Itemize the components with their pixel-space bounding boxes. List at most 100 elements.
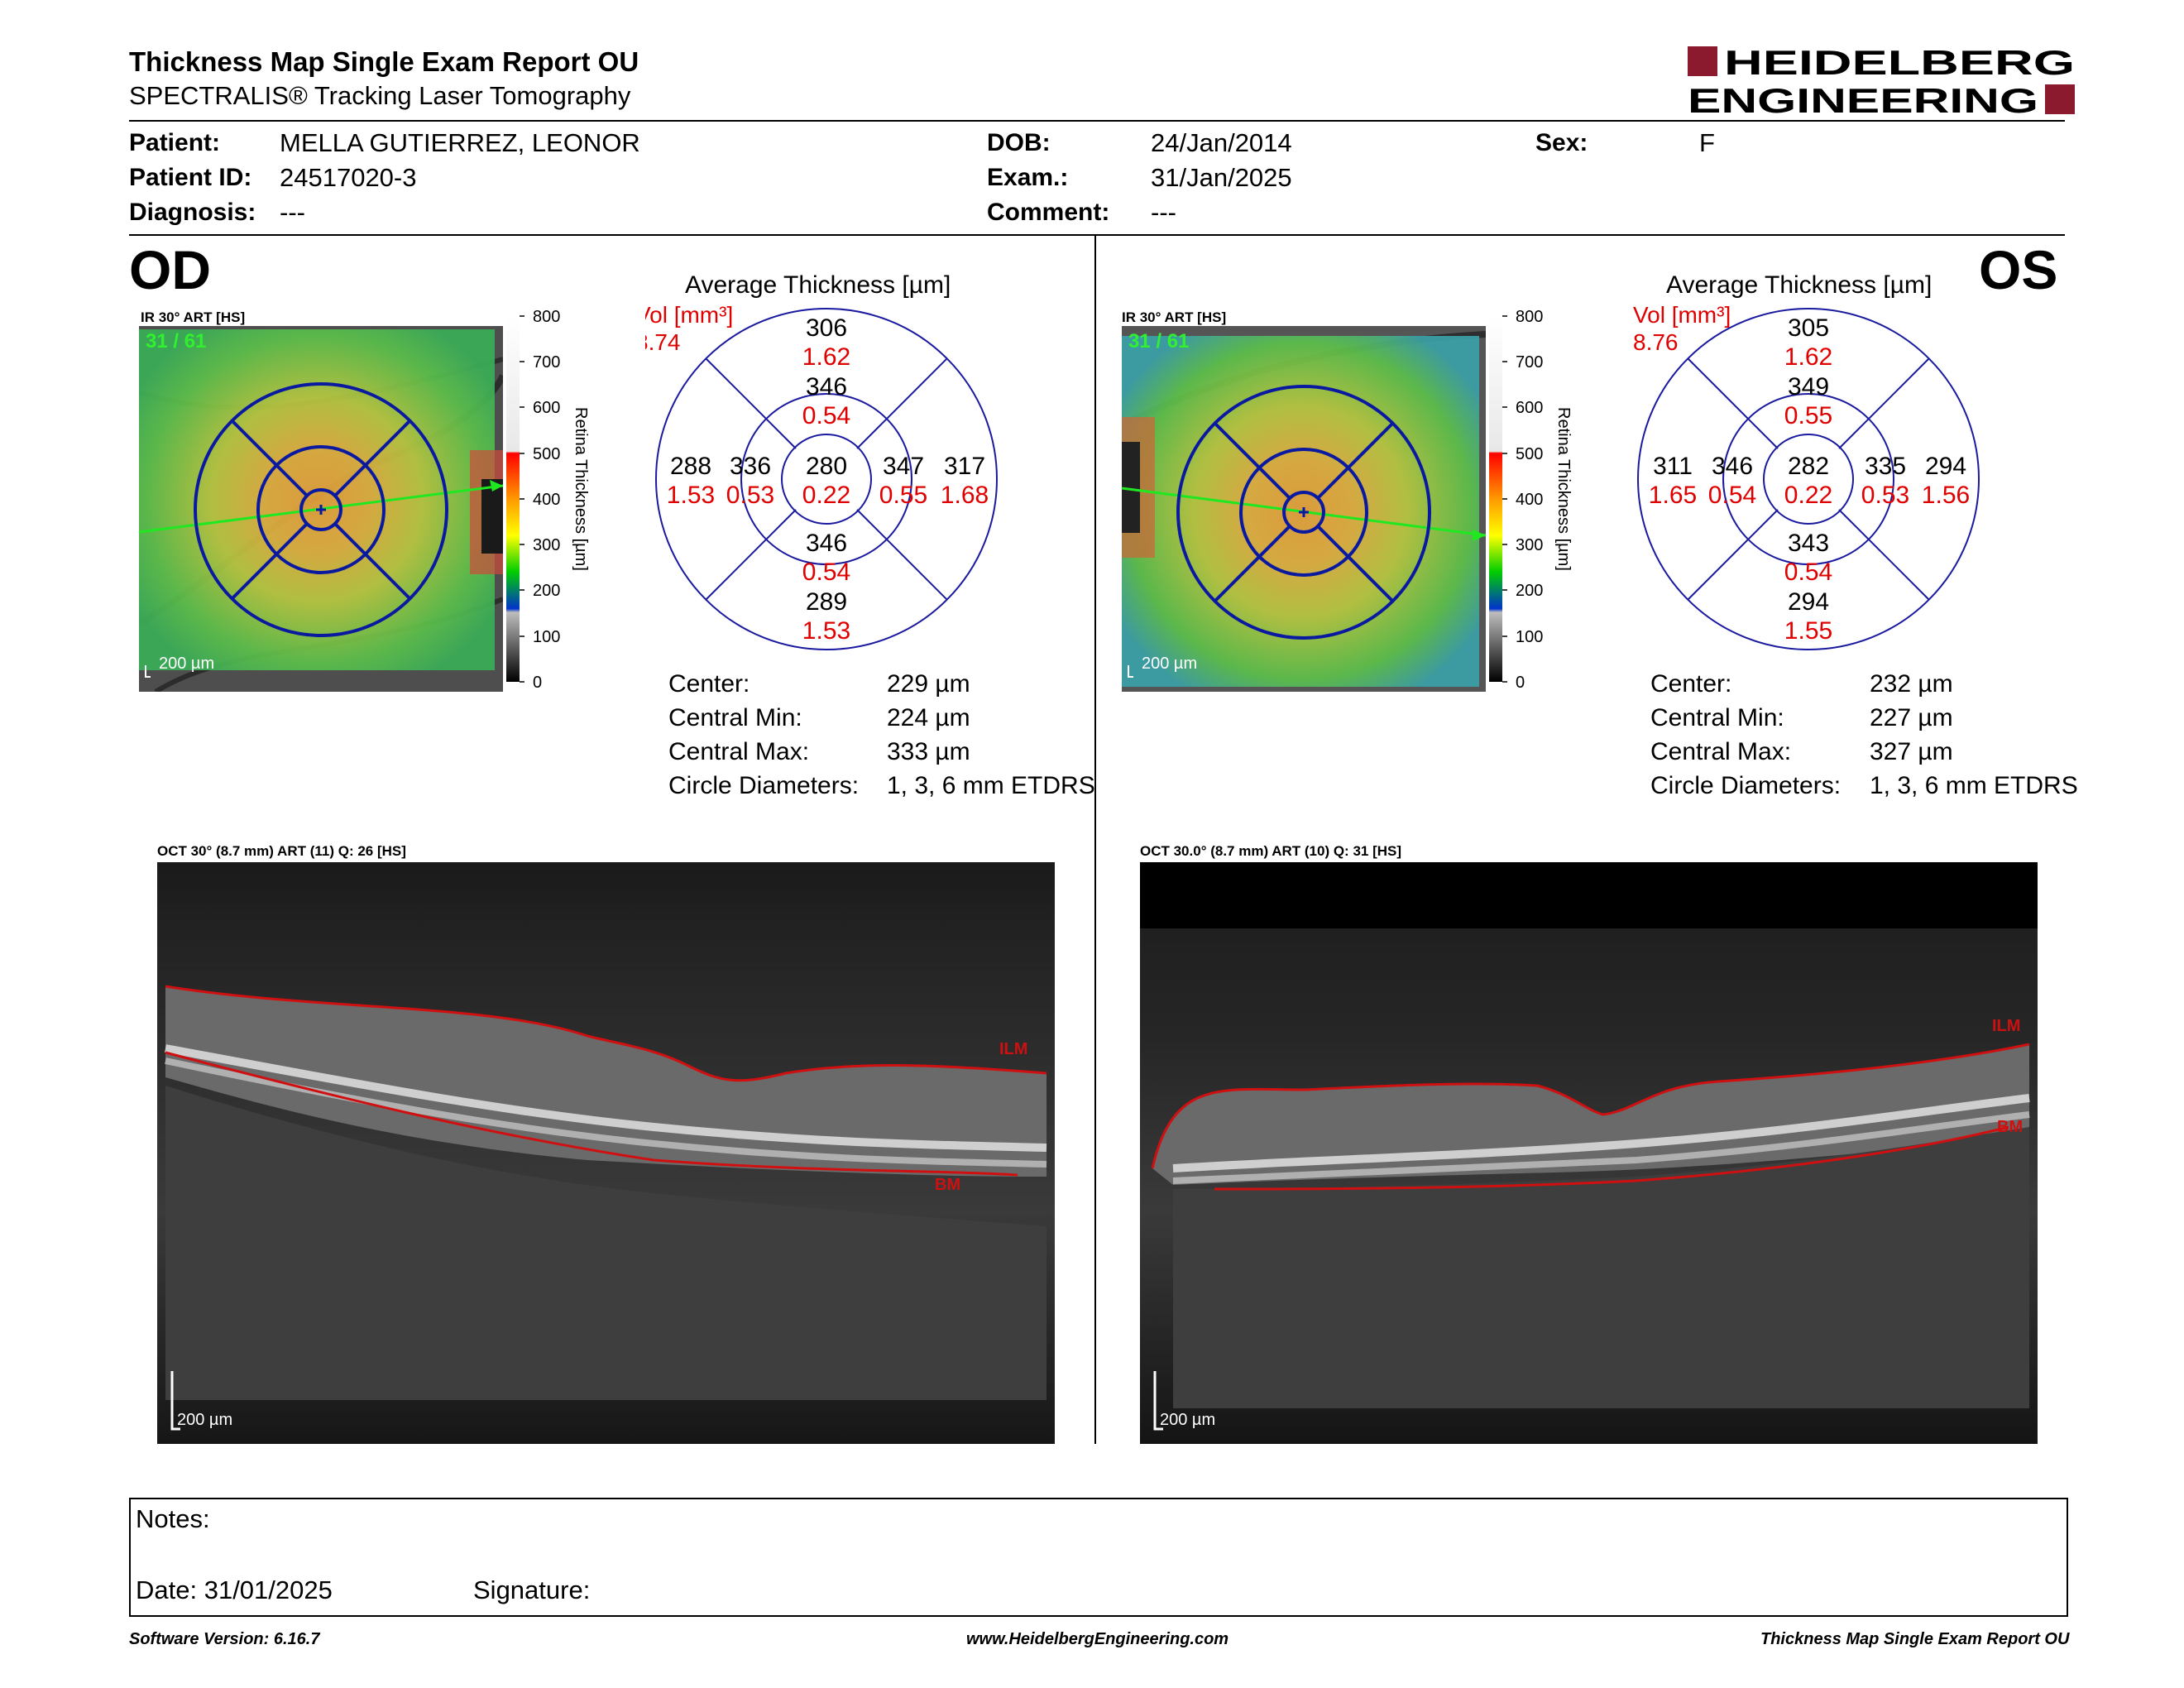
os-cbar-tick: 200 — [1516, 582, 1543, 600]
od-stat-label: Central Max: — [668, 738, 810, 765]
os-ir-title: IR 30° ART [HS] — [1122, 309, 1227, 325]
notes-box[interactable]: Notes: Date: 31/01/2025 Signature: — [129, 1498, 2068, 1617]
od-colorbar: 800 700 600 500 400 300 200 100 0 Retina… — [506, 308, 590, 692]
heidelberg-logo: HEIDELBERG ENGINEERING — [1688, 45, 2075, 116]
exam-value: 31/Jan/2025 — [1151, 163, 1292, 192]
logo-line2: ENGINEERING — [1688, 81, 2038, 116]
od-cbar-tick: 800 — [533, 308, 560, 326]
report-subtitle: SPECTRALIS® Tracking Laser Tomography — [129, 81, 631, 110]
od-cbar-tick: 600 — [533, 399, 560, 417]
os-outer-sup-thickness: 305 — [1788, 314, 1829, 342]
os-ilm-label: ILM — [1992, 1017, 2020, 1035]
os-cbar-label: Retina Thickness [µm] — [1554, 407, 1573, 571]
footer-version: Software Version: 6.16.7 — [129, 1630, 320, 1648]
os-inner-sup-thickness: 349 — [1788, 373, 1829, 400]
od-outer-inf-volume: 1.53 — [802, 617, 850, 645]
os-frame-counter: 31 / 61 — [1128, 330, 1189, 352]
os-inner-sup-volume: 0.55 — [1784, 402, 1832, 429]
os-outer-left-thickness: 311 — [1653, 453, 1693, 480]
os-vol-value: 8.76 — [1633, 329, 1679, 355]
od-cbar-tick: 400 — [533, 491, 560, 509]
os-center-thickness: 282 — [1788, 453, 1829, 480]
eye-divider — [1094, 236, 1096, 1444]
od-inner-sup-volume: 0.54 — [802, 402, 850, 429]
exam-label: Exam.: — [987, 164, 1069, 191]
od-fundus-scale: 200 µm — [159, 655, 214, 673]
os-stat-value: 227 µm — [1870, 704, 1953, 731]
os-cbar-tick: 500 — [1516, 445, 1543, 463]
od-ilm-label: ILM — [999, 1040, 1027, 1058]
os-outer-left-volume: 1.65 — [1649, 482, 1697, 509]
footer-url[interactable]: www.HeidelbergEngineering.com — [966, 1630, 1229, 1648]
os-cbar-tick: 700 — [1516, 353, 1543, 372]
od-cbar-label: Retina Thickness [µm] — [572, 407, 590, 571]
os-stat-value: 232 µm — [1870, 670, 1953, 698]
od-outer-sup-thickness: 306 — [806, 314, 847, 342]
diagnosis-label: Diagnosis: — [129, 199, 256, 226]
od-inner-left-thickness: 336 — [730, 453, 771, 480]
os-center-volume: 0.22 — [1784, 482, 1832, 509]
od-outer-right-volume: 1.68 — [941, 482, 989, 509]
od-eye-label: OD — [129, 239, 211, 300]
header-divider — [129, 120, 2065, 122]
os-inner-inf-thickness: 343 — [1788, 530, 1829, 557]
os-stat-label: Circle Diameters: — [1650, 772, 1842, 799]
od-outer-left-volume: 1.53 — [667, 482, 715, 509]
patient-value: MELLA GUTIERREZ, LEONOR — [280, 128, 640, 157]
od-center-volume: 0.22 — [802, 482, 850, 509]
dob-value: 24/Jan/2014 — [1151, 128, 1292, 157]
od-stat-value: 224 µm — [887, 704, 970, 731]
os-inner-right-thickness: 335 — [1865, 453, 1906, 480]
od-fundus-image[interactable]: 31 / 61 200 µm — [139, 326, 503, 692]
os-fundus-image[interactable]: 31 / 61 200 µm — [1122, 326, 1486, 692]
logo-line1: HEIDELBERG — [1724, 45, 2075, 82]
signature-label: Signature: — [473, 1575, 591, 1604]
od-frame-counter: 31 / 61 — [146, 330, 206, 352]
os-cbar-tick: 800 — [1516, 308, 1543, 326]
od-oct-scale: 200 µm — [177, 1411, 232, 1429]
os-stat-label: Central Min: — [1650, 704, 1784, 731]
sex-value: F — [1699, 128, 1715, 157]
os-etdrs-grid: Vol [mm³] 8.76 305 1.62 349 0.55 282 0.2… — [1633, 306, 1980, 650]
od-inner-right-thickness: 347 — [883, 453, 924, 480]
od-outer-right-thickness: 317 — [944, 453, 985, 480]
od-inner-sup-thickness: 346 — [806, 373, 847, 400]
os-outer-inf-volume: 1.55 — [1784, 617, 1832, 645]
date-label: Date: 31/01/2025 — [136, 1575, 333, 1604]
os-eye-label: OS — [1979, 239, 2058, 300]
footer-report-name: Thickness Map Single Exam Report OU — [1760, 1630, 2070, 1648]
sex-label: Sex: — [1535, 129, 1588, 156]
os-colorbar: 800 700 600 500 400 300 200 100 0 Retina… — [1489, 308, 1573, 692]
od-stat-value: 1, 3, 6 mm ETDRS — [887, 772, 1095, 799]
os-cbar-tick: 600 — [1516, 399, 1543, 417]
od-oct-title: OCT 30° (8.7 mm) ART (11) Q: 26 [HS] — [157, 843, 406, 859]
os-fundus-scale: 200 µm — [1142, 655, 1197, 673]
os-inner-right-volume: 0.53 — [1861, 482, 1909, 509]
od-bm-label: BM — [935, 1176, 960, 1194]
od-stat-label: Circle Diameters: — [668, 772, 860, 799]
od-center-thickness: 280 — [806, 453, 847, 480]
os-bm-label: BM — [1997, 1118, 2023, 1136]
report-title: Thickness Map Single Exam Report OU — [129, 46, 639, 77]
os-stat-value: 327 µm — [1870, 738, 1953, 765]
os-cbar-tick: 100 — [1516, 628, 1543, 646]
od-ir-title: IR 30° ART [HS] — [141, 309, 246, 325]
od-vol-value: 8.74 — [645, 329, 681, 355]
comment-label: Comment: — [987, 199, 1110, 226]
od-stat-label: Central Min: — [668, 704, 802, 731]
od-cbar-tick: 100 — [533, 628, 560, 646]
diagnosis-value: --- — [280, 198, 305, 227]
od-outer-inf-thickness: 289 — [806, 588, 847, 616]
dob-label: DOB: — [987, 129, 1051, 156]
patient-label: Patient: — [129, 129, 221, 156]
os-cbar-tick: 300 — [1516, 536, 1543, 554]
os-cbar-tick: 0 — [1516, 674, 1525, 692]
od-avg-title: Average Thickness [µm] — [685, 271, 951, 299]
os-outer-sup-volume: 1.62 — [1784, 343, 1832, 371]
od-oct-scan[interactable]: ILM BM 200 µm — [157, 862, 1055, 1444]
os-stat-label: Central Max: — [1650, 738, 1792, 765]
os-stat-value: 1, 3, 6 mm ETDRS — [1870, 772, 2078, 799]
patient-id-value: 24517020-3 — [280, 163, 417, 192]
patient-id-label: Patient ID: — [129, 164, 252, 191]
os-oct-scan[interactable]: ILM BM 200 µm — [1140, 862, 2038, 1444]
